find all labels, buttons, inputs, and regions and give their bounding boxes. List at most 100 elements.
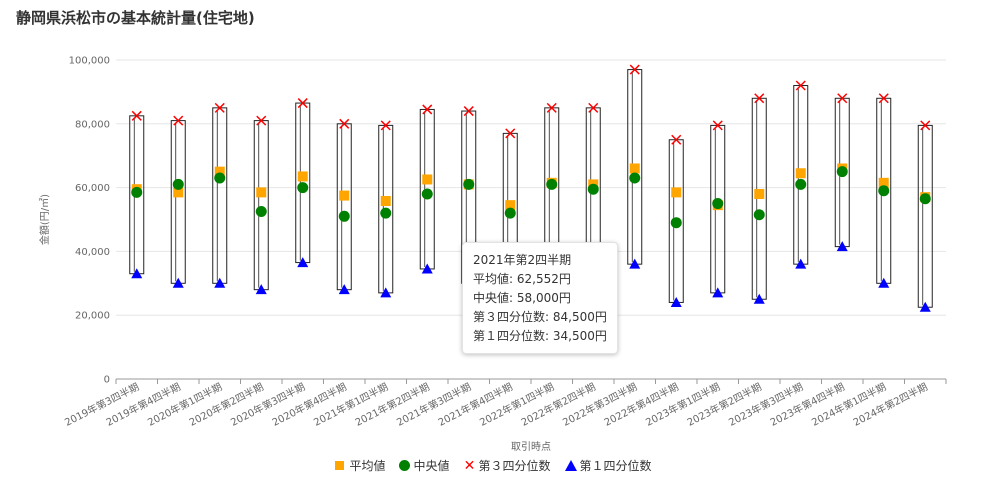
median-marker [670, 217, 682, 229]
median-marker [504, 207, 516, 219]
y-tick-label: 20,000 [75, 311, 110, 322]
q1-marker [255, 284, 267, 295]
median-marker [421, 188, 433, 200]
mean-marker [380, 195, 391, 206]
q3-marker [297, 98, 308, 109]
q3-marker [837, 93, 848, 104]
median-marker [629, 172, 641, 184]
mean-marker [256, 187, 267, 198]
median-marker [255, 206, 267, 218]
median-marker [214, 172, 226, 184]
tooltip: 2021年第2四半期 平均値: 62,552円 中央値: 58,000円 第３四… [462, 242, 618, 354]
mean-marker [795, 168, 806, 179]
q1-marker [878, 277, 890, 288]
q3-marker [546, 102, 557, 113]
median-marker [587, 183, 599, 195]
chart: 0 20,000 40,000 60,000 80,000 100,000 2019年第3四… [38, 56, 947, 453]
median-marker [172, 178, 184, 190]
tooltip-line-mean: 平均値: 62,552円 [473, 272, 571, 286]
mean-marker [878, 177, 889, 188]
q1-marker [297, 257, 309, 268]
q3-marker [795, 80, 806, 91]
x-axis-label: 取引時点 [511, 441, 551, 453]
x-tick-label: 2019年第3四半期 [62, 380, 141, 429]
q1-marker [836, 241, 848, 252]
triangle-marker-icon [564, 460, 577, 471]
median-marker [546, 178, 558, 190]
q3-marker [754, 93, 765, 104]
y-tick-label: 60,000 [75, 183, 110, 194]
legend-label: 第３四分位数 [478, 459, 551, 473]
mean-marker [339, 190, 350, 201]
legend: 平均値 中央値 ✕ 第３四分位数 第１四分位数 [0, 457, 986, 474]
q1-marker [131, 268, 143, 279]
q3-marker [671, 134, 682, 145]
legend-label: 中央値 [413, 459, 450, 473]
chart-title: 静岡県浜松市の基本統計量(住宅地) [16, 9, 255, 27]
circle-marker-icon [399, 460, 411, 471]
mean-marker [173, 187, 184, 198]
q3-marker [339, 118, 350, 129]
median-marker [795, 178, 807, 190]
median-marker [380, 207, 392, 219]
mean-marker [671, 187, 682, 198]
q3-marker [505, 128, 516, 139]
median-marker [753, 209, 765, 221]
y-axis-label: 金額(円/㎡) [38, 194, 51, 245]
median-marker [712, 198, 724, 210]
q1-marker [421, 263, 433, 274]
q1-marker [380, 287, 392, 298]
q1-marker [919, 301, 931, 312]
tooltip-line-q3: 第３四分位数: 84,500円 [473, 310, 607, 324]
q3-marker [463, 106, 474, 117]
median-marker [919, 193, 931, 205]
median-marker [131, 186, 143, 198]
tooltip-title: 2021年第2四半期 [473, 253, 572, 267]
q3-marker [256, 115, 267, 126]
q1-marker [172, 277, 184, 288]
legend-item-mean[interactable]: 平均値 [334, 457, 385, 474]
q1-marker [214, 277, 226, 288]
median-marker [338, 210, 350, 222]
q3-marker [131, 110, 142, 121]
y-tick-label: 80,000 [75, 119, 110, 130]
q3-marker [629, 64, 640, 75]
q1-marker [753, 293, 765, 304]
box [170, 120, 186, 284]
mean-marker [505, 200, 516, 211]
median-marker [836, 166, 848, 178]
mean-marker [214, 166, 225, 177]
mean-marker [754, 188, 765, 199]
q3-marker [214, 102, 225, 113]
q1-marker [629, 258, 641, 269]
y-tick-label: 40,000 [75, 247, 110, 258]
q3-marker [380, 120, 391, 131]
mean-marker [422, 174, 433, 185]
median-marker [463, 178, 475, 190]
q3-marker [920, 120, 931, 131]
q3-marker [878, 93, 889, 104]
mean-marker [297, 171, 308, 182]
mean-marker [629, 163, 640, 174]
tooltip-line-median: 中央値: 58,000円 [473, 291, 571, 305]
q3-marker [173, 115, 184, 126]
q1-marker [670, 296, 682, 307]
legend-item-q1[interactable]: 第１四分位数 [564, 457, 652, 474]
legend-item-q3[interactable]: ✕ 第３四分位数 [464, 457, 551, 474]
q1-marker [712, 287, 724, 298]
q3-marker [712, 120, 723, 131]
median-marker [878, 185, 890, 197]
legend-label: 平均値 [349, 459, 386, 473]
box [336, 123, 352, 291]
box [212, 107, 228, 284]
q3-marker [422, 104, 433, 115]
tooltip-line-q1: 第１四分位数: 34,500円 [473, 329, 607, 343]
y-tick-label: 100,000 [69, 56, 110, 67]
square-marker-icon [335, 460, 345, 470]
q1-marker [795, 258, 807, 269]
legend-item-median[interactable]: 中央値 [399, 457, 450, 474]
cross-marker-icon: ✕ [463, 457, 476, 474]
box [917, 124, 933, 308]
y-tick-label: 0 [104, 375, 110, 386]
median-marker [297, 182, 309, 194]
